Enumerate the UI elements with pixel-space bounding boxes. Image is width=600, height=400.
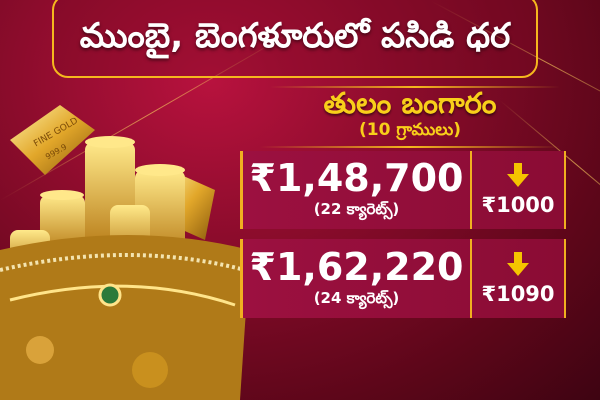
- unit-label: (10 గ్రాములు): [358, 120, 462, 140]
- divider: [270, 86, 560, 88]
- page-title: ముంబై, బెంగళూరులో పసిడి ధర: [79, 16, 511, 56]
- gold-jewellery-image: FINE GOLD 999.9: [0, 105, 250, 400]
- price-value: ₹1,48,700: [249, 156, 464, 200]
- price-value: ₹1,62,220: [249, 244, 464, 289]
- gold-necklace: [0, 235, 250, 400]
- price-cell: ₹1,48,700 (22 క్యారెట్స్): [243, 151, 472, 229]
- price-row-24k: ₹1,62,220 (24 క్యారెట్స్) ₹1090: [240, 239, 566, 318]
- gold-bar: [10, 105, 95, 175]
- title-box: ముంబై, బెంగళూరులో పసిడి ధర: [52, 0, 538, 78]
- price-cell: ₹1,62,220 (24 క్యారెట్స్): [243, 239, 472, 318]
- heading: తులం బంగారం: [323, 86, 497, 120]
- arrow-down-icon: [507, 163, 529, 187]
- price-change: ₹1000: [481, 193, 555, 217]
- divider: [260, 146, 560, 148]
- price-change: ₹1090: [481, 281, 555, 306]
- carat-label: (24 క్యారెట్స్): [313, 288, 400, 307]
- change-cell: ₹1000: [472, 151, 564, 229]
- change-cell: ₹1090: [472, 239, 564, 318]
- arrow-down-icon: [507, 251, 529, 276]
- carat-label: (22 క్యారెట్స్): [313, 200, 400, 218]
- price-row-22k: ₹1,48,700 (22 క్యారెట్స్) ₹1000: [240, 151, 566, 229]
